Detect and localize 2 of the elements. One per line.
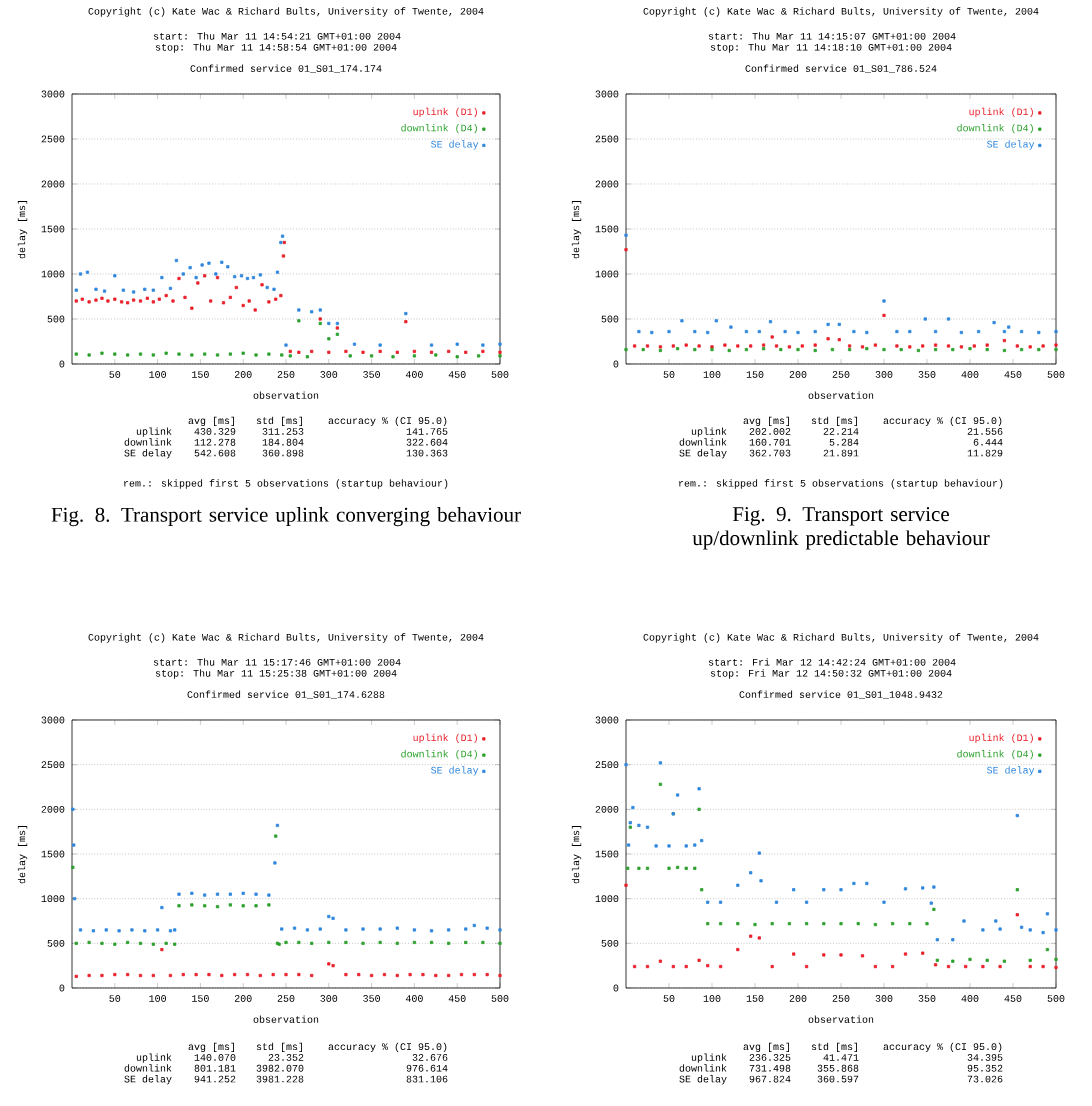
caption: Fig. 9. Transport service up/downlink predictable behaviour	[692, 507, 990, 550]
caption: Fig. 8. Transport service uplink converging behaviour	[51, 507, 521, 527]
